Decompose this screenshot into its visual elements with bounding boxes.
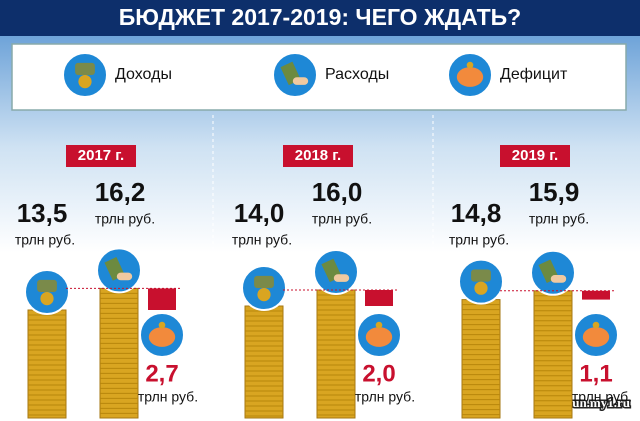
year-box — [66, 145, 136, 167]
value-label: 2,0 — [362, 360, 395, 387]
year-box — [283, 145, 353, 167]
icon-shape — [474, 281, 488, 295]
deficit-flag — [148, 288, 176, 310]
legend-box — [11, 43, 627, 111]
unit-label: трлн руб. — [529, 211, 589, 227]
icon-shape — [550, 275, 567, 283]
deficit-flag — [582, 290, 610, 300]
deficit-flag — [365, 290, 393, 306]
unit-label: трлн руб. — [355, 389, 415, 405]
icon-shape — [592, 321, 600, 329]
unit-label: трлн руб. — [572, 389, 632, 405]
coin-stack — [461, 299, 501, 419]
unit-label: трлн руб. — [95, 211, 155, 227]
icon-shape — [466, 61, 474, 69]
unit-label: трлн руб. — [312, 211, 372, 227]
legend-label: Расходы — [325, 66, 389, 83]
value-label: 1,1 — [579, 360, 612, 387]
icon-shape — [471, 269, 491, 282]
icon-shape — [148, 327, 176, 347]
icon-shape — [254, 275, 274, 288]
icon-shape — [116, 272, 133, 281]
icon-shape — [75, 62, 95, 75]
icon-shape — [333, 274, 350, 282]
coin-stack — [244, 305, 284, 419]
title-bar — [0, 0, 640, 36]
icon-shape — [40, 292, 54, 306]
icon-shape — [365, 327, 393, 347]
unit-label: трлн руб. — [15, 232, 75, 248]
coin-stack — [533, 290, 573, 419]
legend-label: Доходы — [115, 66, 172, 83]
icon-shape — [292, 77, 309, 85]
unit-label: трлн руб. — [138, 389, 198, 405]
value-label: 14,8 — [451, 198, 502, 228]
coin-stack — [316, 289, 356, 419]
value-label: 2,7 — [145, 360, 178, 387]
unit-label: трлн руб. — [449, 232, 509, 248]
icon-shape — [37, 279, 57, 292]
unit-label: трлн руб. — [232, 232, 292, 248]
year-box — [500, 145, 570, 167]
year-label: 2018 г. — [295, 147, 341, 164]
coin-stack — [27, 309, 67, 419]
icon-shape — [158, 321, 166, 329]
legend-label: Дефицит — [500, 66, 568, 83]
icon-shape — [78, 75, 92, 89]
icon-shape — [375, 321, 383, 329]
value-label: 14,0 — [234, 198, 285, 228]
value-label: 16,2 — [95, 177, 146, 207]
icon-shape — [582, 327, 610, 347]
year-label: 2017 г. — [78, 147, 124, 164]
icon-shape — [456, 67, 484, 87]
value-label: 16,0 — [312, 177, 363, 207]
value-label: 15,9 — [529, 177, 580, 207]
icon-shape — [257, 288, 271, 302]
chart-title: БЮДЖЕТ 2017-2019: ЧЕГО ЖДАТЬ? — [119, 4, 521, 30]
year-label: 2019 г. — [512, 147, 558, 164]
value-label: 13,5 — [17, 198, 68, 228]
